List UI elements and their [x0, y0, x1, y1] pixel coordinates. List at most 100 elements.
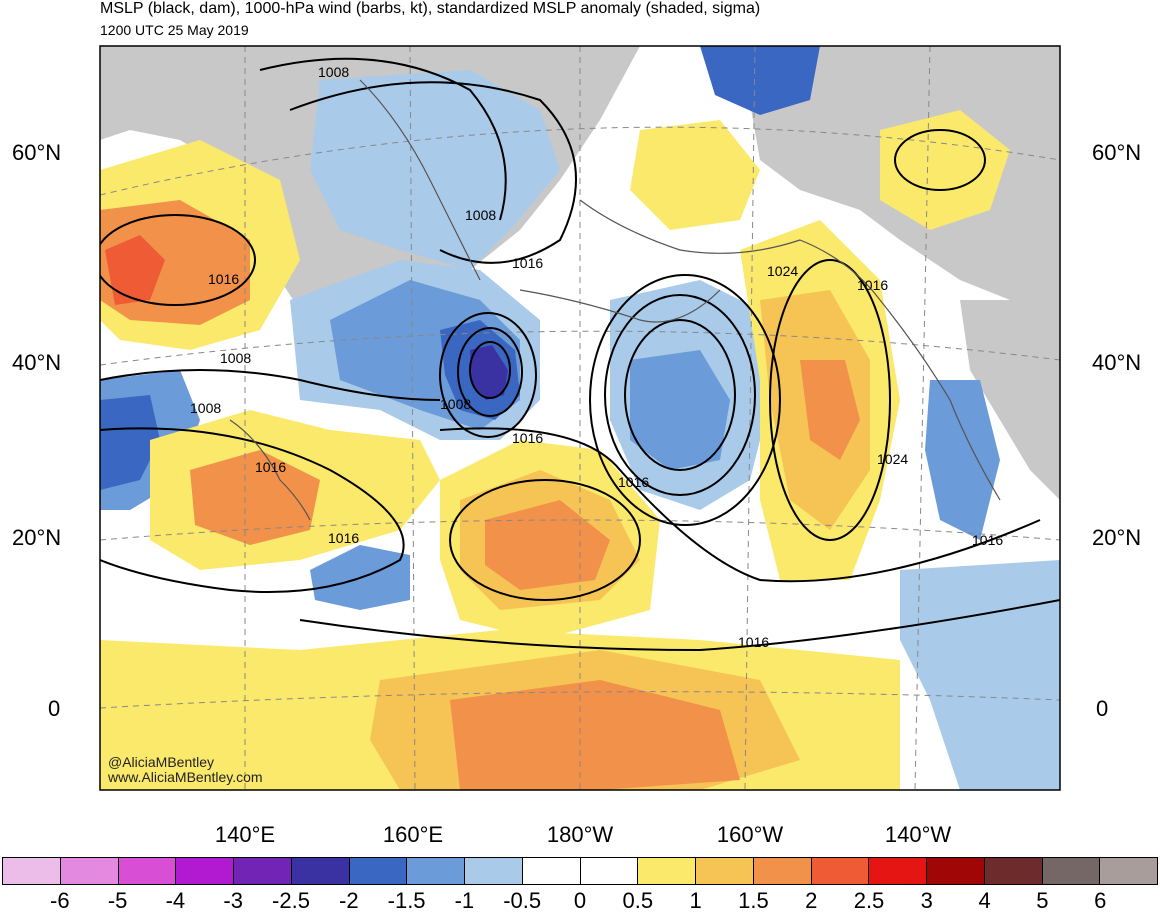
coast-alaska [579, 199, 881, 301]
coast-north-america [879, 299, 1001, 501]
anomaly-shading [100, 46, 1060, 790]
lon-label-180w: 180°W [546, 822, 614, 847]
lat-label-0-left: 0 [48, 696, 61, 721]
lat-label-40n-right: 40°N [1092, 350, 1142, 375]
coast-japan [229, 419, 311, 521]
colorbar-swatch [465, 858, 523, 884]
lat-label-0-right: 0 [1096, 696, 1109, 721]
contour-low-kuril-1 [469, 341, 511, 399]
contour-label: 1008 [190, 400, 221, 416]
neg-anomaly-arctic [700, 46, 820, 115]
colorbar-swatch [407, 858, 465, 884]
colorbar-tick-label: -3 [223, 888, 243, 913]
pos-anomaly-siberia-core [105, 235, 165, 305]
contour-label: 1016 [512, 430, 543, 446]
contour-label: 1016 [512, 255, 543, 271]
colorbar-tick-label: 0 [573, 888, 587, 913]
contour-label: 1016 [972, 532, 1003, 548]
colorbar-swatch [176, 858, 234, 884]
colorbar-tick-label: 0.5 [622, 888, 654, 913]
colorbar-swatch [927, 858, 985, 884]
colorbar-swatch [696, 858, 754, 884]
contour-low-alaska-3 [589, 274, 781, 526]
contour-label: 1016 [255, 459, 286, 475]
colorbar-swatch [869, 858, 927, 884]
contour-high-gulf [769, 259, 891, 541]
contour-1008-arctic [259, 57, 507, 221]
contour-label: 1008 [440, 396, 471, 412]
pos-anomaly-equator-core [450, 680, 740, 790]
colorbar-swatch [234, 858, 292, 884]
contour-label: 1016 [738, 634, 769, 650]
neg-anomaly-west-core [100, 395, 160, 490]
contour-label: 1008 [318, 64, 349, 80]
colorbar-tick-label: 5 [1036, 888, 1049, 913]
colorbar-swatch [1042, 858, 1101, 884]
colorbar-tick-label: 4 [978, 888, 991, 913]
contour-low-kuril-2 [457, 327, 523, 417]
neg-anomaly-california [925, 380, 1000, 540]
contour-label: 1016 [618, 474, 649, 490]
lon-label-160e: 160°E [382, 822, 444, 847]
gridline-140w [914, 46, 931, 790]
contour-label: 1024 [767, 263, 798, 279]
neg-anomaly-kuril-center [470, 345, 508, 400]
colorbar-tick-label: 2 [805, 888, 818, 913]
colorbar-tick-label: -0.5 [503, 888, 542, 913]
pos-anomaly-japan-core [190, 450, 320, 545]
contour-high-yukon [894, 129, 986, 191]
land-shade-america [960, 300, 1060, 500]
contour-high-central [449, 479, 641, 601]
colorbar-swatch [984, 858, 1043, 884]
contour-label: 1024 [877, 451, 908, 467]
pos-anomaly-central-core [485, 500, 610, 590]
lat-label-40n-left: 40°N [12, 350, 62, 375]
lat-label-20n-right: 20°N [1092, 525, 1142, 550]
colorbar-tick-label: -4 [165, 888, 186, 913]
colorbar-tick-label: 2.5 [853, 888, 885, 913]
contour-low-alaska-1 [624, 319, 736, 471]
pos-anomaly-gulf-core [800, 360, 860, 460]
contour-label: 1008 [465, 207, 496, 223]
colorbar-swatch [580, 858, 639, 884]
contour-low-alaska-2 [604, 294, 756, 496]
lat-label-60n-right: 60°N [1092, 140, 1142, 165]
coast-aleutians [519, 289, 721, 323]
colorbar-swatch [1100, 858, 1157, 884]
map-frame [99, 45, 1061, 791]
credit-website: www.AliciaMBentley.com [108, 769, 263, 785]
contour-labels: 1008 1008 1016 1008 1008 1016 1016 1008 … [190, 64, 1003, 650]
colorbar-tick-label: 6 [1094, 888, 1107, 913]
colorbar-tick-label: -1 [454, 888, 475, 913]
anomaly-colorbar [2, 857, 1158, 885]
colorbar-swatch [638, 858, 696, 884]
colorbar-swatch [522, 858, 581, 884]
contour-1016-west [100, 427, 405, 593]
colorbar-tick-label: 1.5 [738, 888, 769, 913]
contour-label: 1016 [857, 277, 888, 293]
credit-handle: @AliciaMBentley [108, 754, 215, 770]
neg-anomaly-east-pacific [900, 560, 1060, 790]
mslp-contours [100, 57, 1060, 652]
colorbar-tick-label: -2 [339, 888, 359, 913]
colorbar-swatch [3, 858, 61, 884]
colorbar-tick-label: -5 [107, 888, 128, 913]
pos-anomaly-alaska-north [630, 120, 760, 230]
colorbar-swatch [291, 858, 350, 884]
contour-1016-south [439, 427, 1041, 583]
contour-label: 1008 [220, 350, 251, 366]
contour-label: 1016 [328, 530, 359, 546]
colorbar-swatch [811, 858, 870, 884]
colorbar-tick-label: 1 [689, 888, 702, 913]
lon-label-140w: 140°W [884, 822, 952, 847]
colorbar-tick-label: -2.5 [272, 888, 310, 913]
contour-label: 1016 [208, 271, 239, 287]
colorbar-swatch [60, 858, 119, 884]
coastlines [229, 79, 1001, 521]
contour-low-kuril-3 [439, 312, 537, 438]
neg-anomaly-alaska-mid [630, 350, 730, 470]
neg-anomaly-bering [310, 70, 560, 270]
lat-label-60n-left: 60°N [12, 140, 62, 165]
lon-label-160w: 160°W [716, 822, 784, 847]
